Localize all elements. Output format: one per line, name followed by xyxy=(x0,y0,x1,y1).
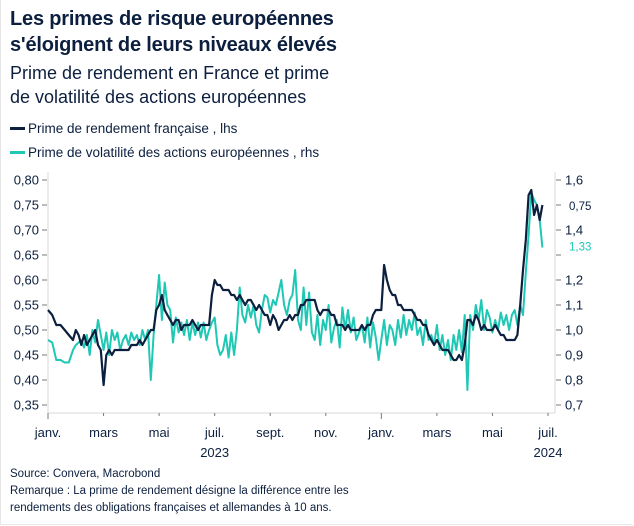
right-axis-tick-label: 1,1 xyxy=(565,298,583,313)
x-axis-year-label: 2023 xyxy=(200,445,229,460)
x-axis-tick-label: janv. xyxy=(367,425,395,440)
x-axis-tick-label: nov. xyxy=(314,425,338,440)
x-axis-tick-label: mai xyxy=(482,425,503,440)
legend-label: Prime de rendement française , lhs xyxy=(28,120,238,136)
right-axis-tick-label: 0,9 xyxy=(565,348,583,363)
right-axis-tick-label: 1,4 xyxy=(565,223,583,238)
x-axis-tick-label: mars xyxy=(422,425,451,440)
legend-label: Prime de volatilité des actions européen… xyxy=(28,144,320,160)
legend-item-volatility-premium: Prime de volatilité des actions européen… xyxy=(10,140,319,164)
legend: Prime de rendement française , lhs Prime… xyxy=(10,116,319,164)
x-axis-tick-label: sept. xyxy=(256,425,284,440)
left-axis-tick-label: 0,65 xyxy=(14,248,39,263)
series-line-volatility-premium xyxy=(47,191,544,391)
last-value-label-volatility-premium: 1,33 xyxy=(569,242,591,254)
left-axis-tick-label: 0,80 xyxy=(14,173,39,188)
note-line-2: rendements des obligations françaises et… xyxy=(10,502,332,514)
right-axis-tick-label: 0,8 xyxy=(565,373,583,388)
title-line-1: Les primes de risque européennes xyxy=(10,8,334,30)
left-axis-tick-label: 0,60 xyxy=(14,273,39,288)
x-axis-tick-label: janv. xyxy=(34,425,62,440)
subtitle-line-2: de volatilité des actions européennes xyxy=(10,87,307,107)
right-axis-tick-label: 1,2 xyxy=(565,273,583,288)
right-axis-tick-label: 0,7 xyxy=(565,398,583,413)
left-axis-tick-label: 0,40 xyxy=(14,373,39,388)
left-axis-tick-label: 0,35 xyxy=(14,398,39,413)
subtitle-line-1: Prime de rendement en France et prime xyxy=(10,63,330,83)
x-axis-year-label: 2024 xyxy=(534,445,563,460)
right-axis-tick-label: 1,6 xyxy=(565,173,583,188)
right-axis-tick-label: 1,0 xyxy=(565,323,583,338)
left-axis-tick-label: 0,70 xyxy=(14,223,39,238)
left-axis-tick-label: 0,50 xyxy=(14,323,39,338)
source-text: Source: Convera, Macrobond xyxy=(10,468,161,480)
legend-item-yield-spread: Prime de rendement française , lhs xyxy=(10,116,319,140)
chart-title: Les primes de risque européennes s'éloig… xyxy=(10,6,337,58)
left-axis-tick-label: 0,75 xyxy=(14,198,39,213)
chart-svg: 0,80 0,75 0,70 0,65 0,60 0,55 0,50 0,45 0,40 0,35… xyxy=(14,172,591,460)
x-axis-tick-label: mai xyxy=(149,425,170,440)
legend-swatch-navy xyxy=(10,126,25,130)
chart-subtitle: Prime de rendement en France et prime de… xyxy=(10,61,329,109)
x-axis-tick-label: juil. xyxy=(204,425,225,440)
note-line-1: Remarque : La prime de rendement désigne… xyxy=(10,485,349,497)
x-axis-tick-label: mars xyxy=(89,425,118,440)
title-line-2: s'éloignent de leurs niveaux élevés xyxy=(10,34,337,56)
x-axis-tick-label: juil. xyxy=(537,425,558,440)
series-line-yield-spread xyxy=(47,188,544,387)
left-axis-tick-label: 0,45 xyxy=(14,348,39,363)
legend-swatch-teal xyxy=(10,150,25,154)
last-value-label-yield-spread: 0,75 xyxy=(569,201,591,213)
left-axis-tick-label: 0,55 xyxy=(14,298,39,313)
chart-notes: Source: Convera, Macrobond Remarque : La… xyxy=(10,466,349,517)
